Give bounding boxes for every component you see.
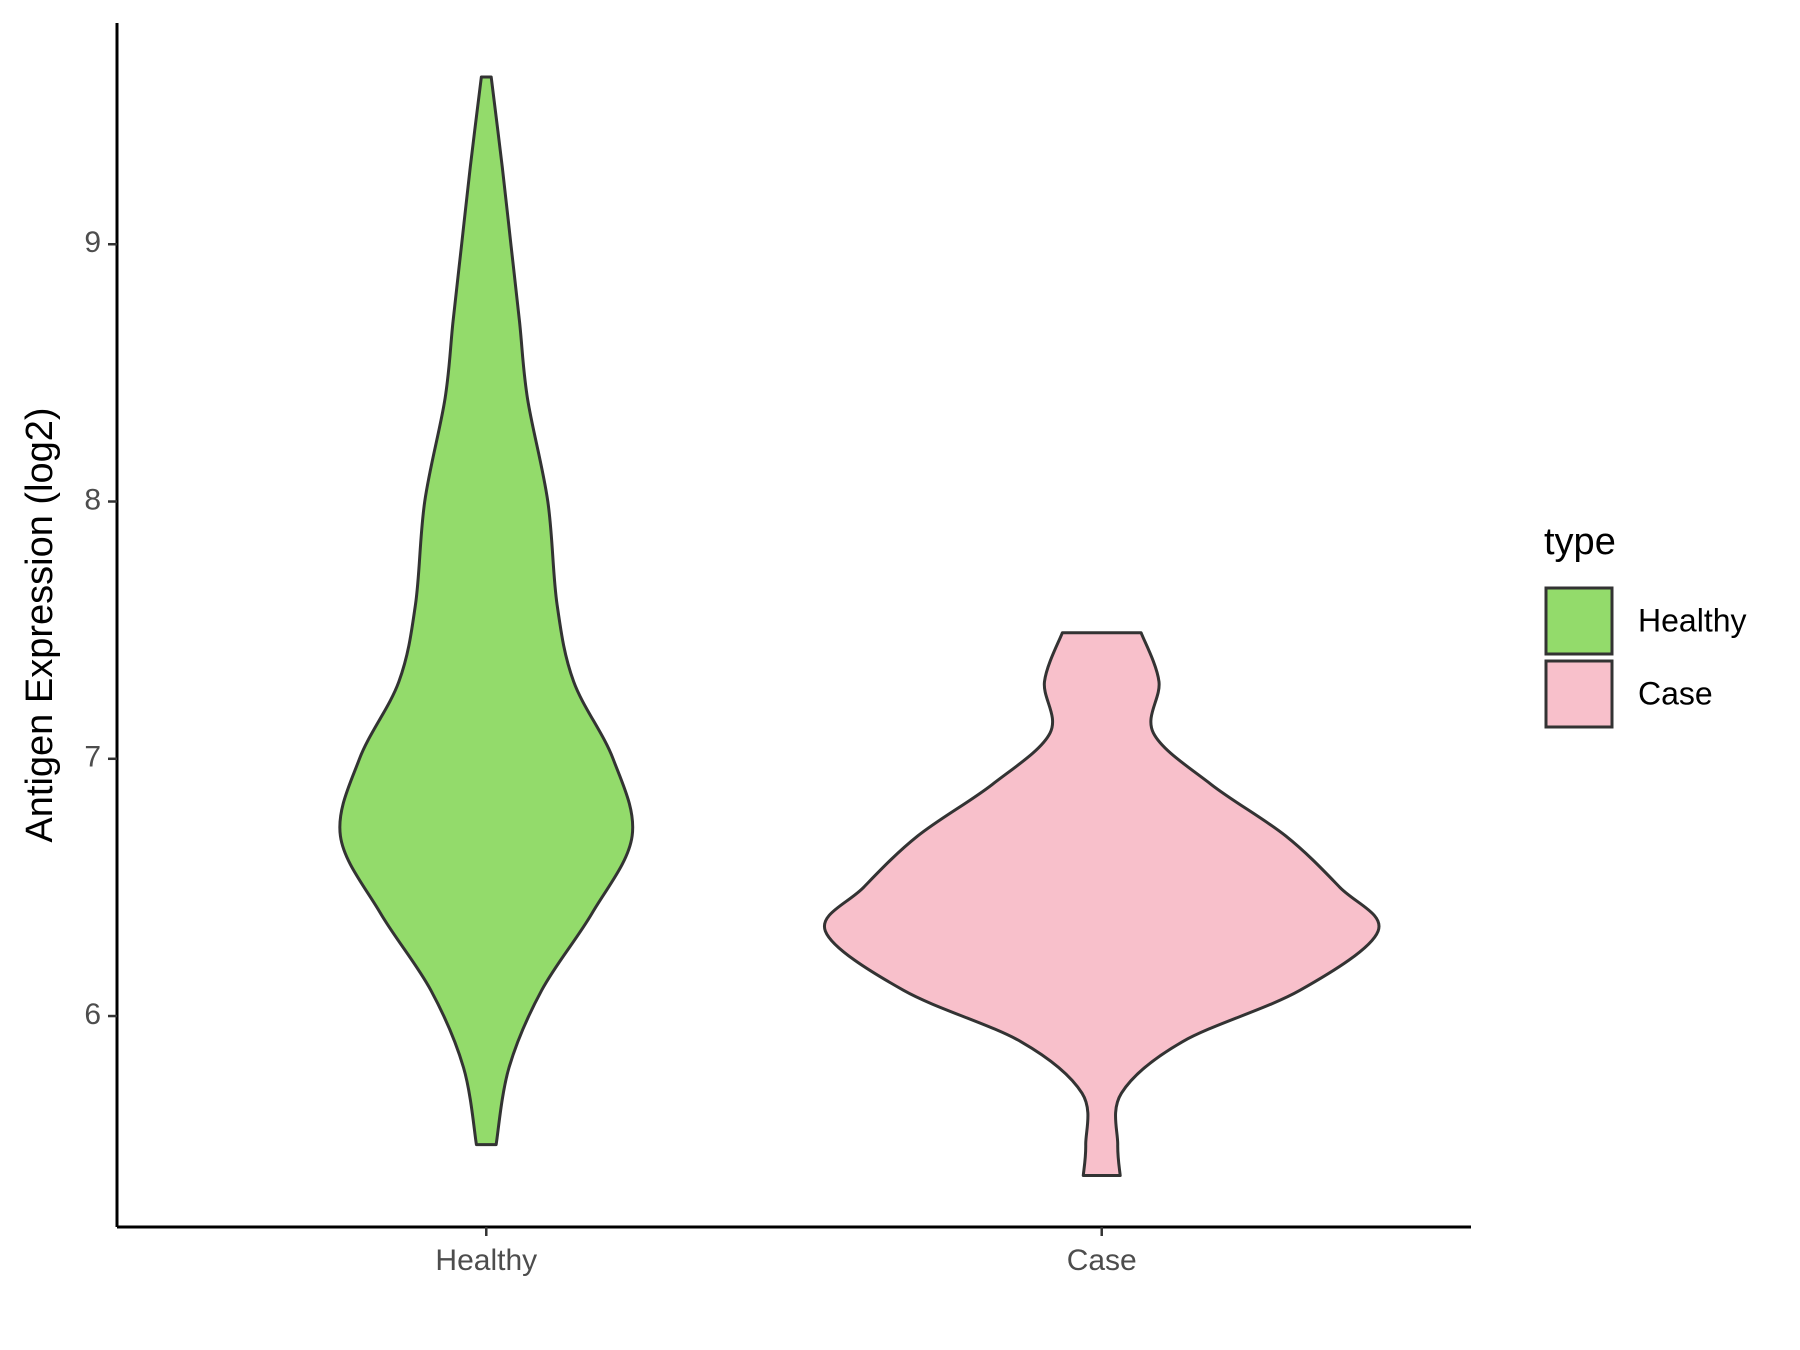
y-tick-label: 9 <box>84 226 101 259</box>
violin <box>822 631 1381 1178</box>
y-tick-label: 7 <box>84 741 101 774</box>
legend-label: Case <box>1638 675 1713 711</box>
legend-label: Healthy <box>1638 602 1747 638</box>
y-tick-label: 6 <box>84 998 101 1031</box>
legend-title: type <box>1544 521 1616 563</box>
x-tick-label: Case <box>1067 1244 1137 1277</box>
legend-key <box>1544 659 1614 729</box>
y-axis-title: Antigen Expression (log2) <box>19 407 61 842</box>
legend-key <box>1544 586 1614 656</box>
y-tick-label: 8 <box>84 483 101 516</box>
violin <box>338 75 635 1147</box>
x-tick-label: Healthy <box>435 1244 537 1277</box>
